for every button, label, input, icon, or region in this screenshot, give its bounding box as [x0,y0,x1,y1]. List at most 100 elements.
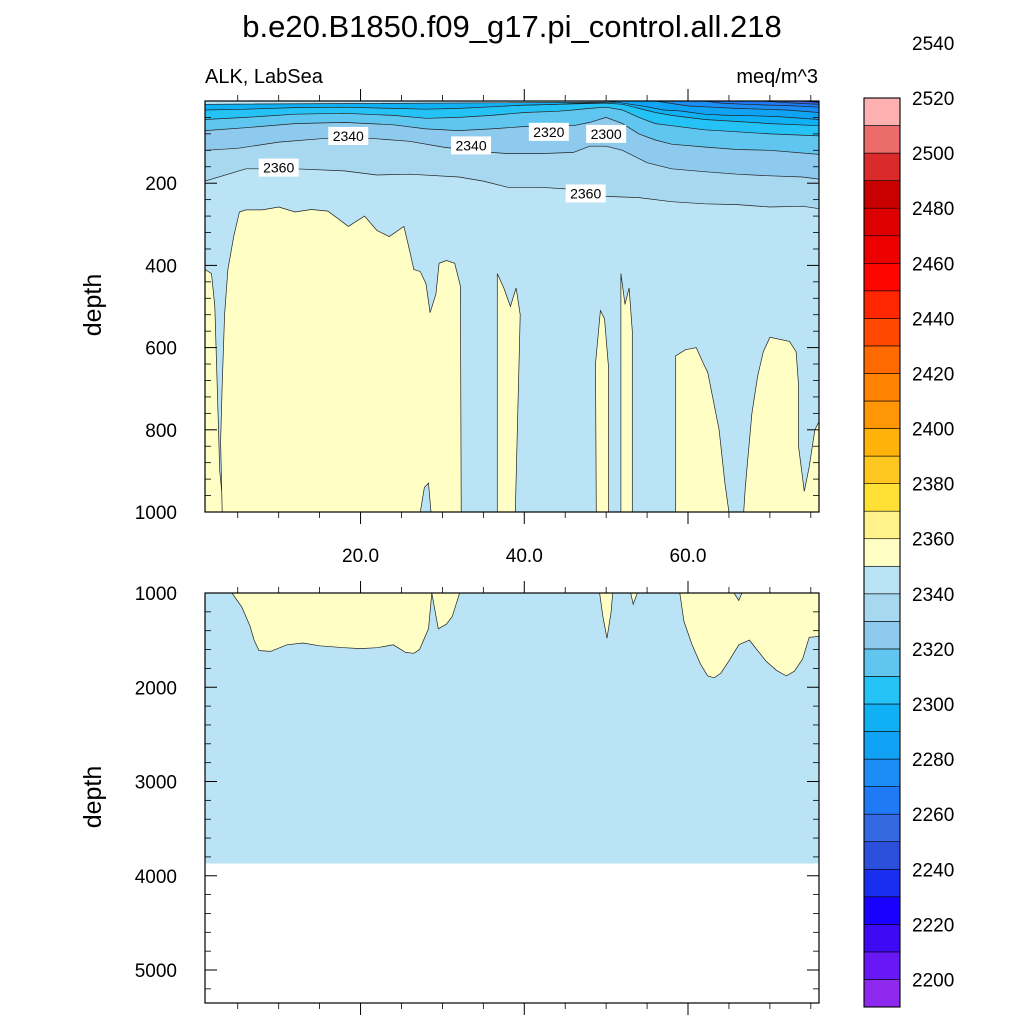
contour-label: 2320 [528,122,569,141]
colorbar-swatch [863,565,901,595]
colorbar-swatch [863,538,901,567]
colorbar-swatch [863,262,901,292]
colorbar-label: 2400 [912,420,954,441]
contour-label: 2340 [328,126,369,145]
colorbar-swatch [863,152,901,181]
colorbar-swatch [863,97,901,126]
colorbar-swatch [863,621,901,650]
svg-text:2340: 2340 [333,128,364,144]
x-tick-label: 20.0 [342,546,379,567]
svg-text:2340: 2340 [455,137,486,153]
colorbar-label: 2220 [912,915,954,936]
y-tick-label: 600 [145,339,177,360]
plot-frame [204,100,820,513]
contour-region [231,593,433,654]
colorbar-label: 2260 [912,805,954,826]
contour-region [679,593,819,679]
contour-region [743,336,819,512]
contour-label: 2340 [451,136,492,155]
contour-band [761,101,819,105]
contour-label: 2360 [565,184,606,203]
upper-contour-panel: 2360 2340 2340 2320 2300 2360 200 400 600 800 1000… [135,89,820,567]
colorbar-label: 2380 [912,475,954,496]
colorbar-label: 2540 [912,34,954,55]
colorbar-label: 2280 [912,750,954,771]
colorbar-swatch [863,593,901,622]
y-tick-label: 3000 [135,773,177,794]
colorbar: 2200 2220 2240 2260 2280 2300 2320 2340 2360 2380… [863,34,954,1008]
contour-region [220,206,462,512]
colorbar-swatch [863,979,901,1008]
contour-region [595,309,609,512]
y-tick-label: 400 [145,256,177,277]
y-tick-label: 800 [145,421,177,442]
colorbar-swatch [863,731,901,760]
colorbar-label: 2460 [912,254,954,275]
svg-text:2320: 2320 [533,124,564,140]
lower-contour-panel: 1000 2000 3000 4000 5000 [135,581,820,1015]
svg-text:2360: 2360 [570,185,601,201]
colorbar-swatch [863,235,901,264]
colorbar-swatch [863,125,901,154]
colorbar-label: 2340 [912,585,954,606]
colorbar-swatch [863,180,901,209]
y-tick-label: 4000 [135,867,177,888]
colorbar-swatch [863,841,901,870]
colorbar-frame [863,97,901,1008]
colorbar-swatch [863,318,901,347]
svg-text:2360: 2360 [263,160,294,176]
colorbar-swatch [863,868,901,898]
contour-region [431,593,460,630]
colorbar-swatch [863,896,901,925]
colorbar-swatch [863,345,901,374]
colorbar-label: 2420 [912,364,954,385]
y-tick-label: 2000 [135,678,177,699]
contour-region [675,347,730,512]
colorbar-label: 2480 [912,199,954,220]
contour-label: 2360 [258,158,299,177]
colorbar-swatch [863,428,901,457]
contour-region [496,273,521,512]
plot-area-1: 2360 2340 2340 2320 2300 2360 [205,101,819,512]
svg-text:2300: 2300 [591,126,622,142]
upper-y-axis-label: depth [79,274,107,337]
colorbar-swatch [863,758,901,787]
colorbar-swatch [863,207,901,237]
contour-region [630,593,638,606]
contour-label: 2300 [586,124,627,143]
colorbar-swatch [863,455,901,484]
subtitle-left: ALK, LabSea [205,66,324,88]
colorbar-label: 2320 [912,640,954,661]
plot-frame [204,592,820,1004]
colorbar-swatch [863,951,901,980]
colorbar-label: 2520 [912,89,954,110]
colorbar-swatch [863,703,901,732]
colorbar-label: 2300 [912,695,954,716]
y-tick-label: 1000 [135,503,177,524]
x-tick-label: 60.0 [670,546,707,567]
colorbar-swatch [863,813,901,843]
plot-area-2 [205,593,819,864]
colorbar-label: 2500 [912,144,954,165]
colorbar-swatch [863,786,901,815]
contour-region [620,273,633,512]
colorbar-swatch [863,290,901,319]
colorbar-swatch [863,648,901,677]
contour-region [599,593,614,639]
y-tick-label: 1000 [135,584,177,605]
subtitle-right: meq/m^3 [736,66,818,88]
colorbar-swatch [863,483,901,512]
colorbar-label: 2200 [912,970,954,991]
x-tick-label: 40.0 [506,546,543,567]
colorbar-swatch [863,676,901,705]
y-tick-label: 200 [145,174,177,195]
colorbar-swatch [863,924,901,953]
colorbar-label: 2440 [912,309,954,330]
colorbar-label: 2240 [912,860,954,881]
colorbar-swatch [863,373,901,402]
lower-y-axis-label: depth [79,766,107,829]
main-title: b.e20.B1850.f09_g17.pi_control.all.218 [242,9,782,44]
colorbar-label: 2360 [912,530,954,551]
y-tick-label: 5000 [135,961,177,982]
